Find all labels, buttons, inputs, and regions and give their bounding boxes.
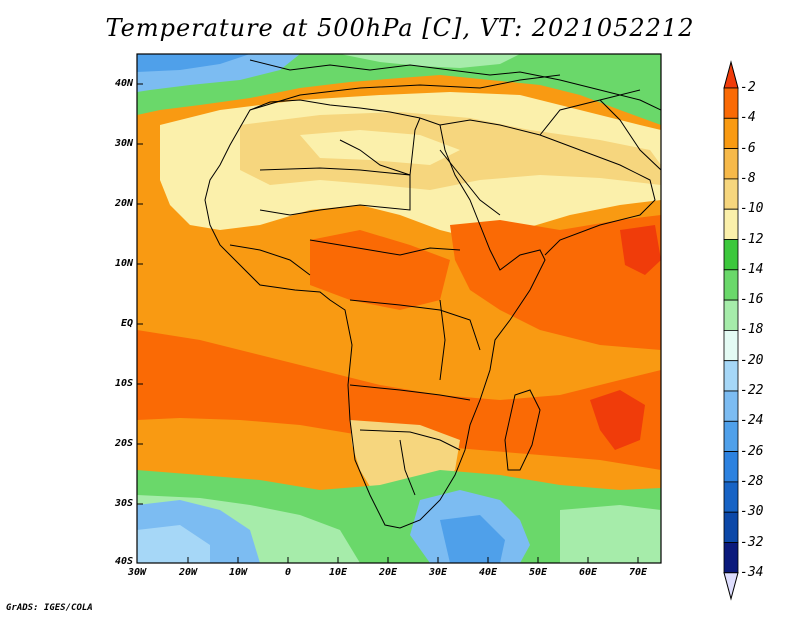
lon-label: 70E [628, 567, 648, 578]
lon-label: 10W [228, 567, 248, 578]
lat-label: 20S [114, 438, 133, 449]
colorbar-label: -4 [740, 110, 756, 126]
colorbar-label: -12 [740, 231, 764, 247]
lon-label: 20W [178, 567, 198, 578]
axis-ticks [137, 83, 639, 563]
colorbar-swatch [723, 178, 739, 210]
colorbar-label: -2 [740, 80, 756, 95]
lat-label: 40N [114, 78, 133, 89]
lon-label: 60E [578, 567, 598, 578]
map-frame [136, 53, 662, 564]
colorbar-swatch [723, 481, 739, 513]
lon-label: 0 [284, 567, 292, 578]
lat-label: 30N [114, 138, 133, 149]
lon-label: 40E [478, 567, 498, 578]
colorbar-label: -16 [740, 292, 764, 308]
colorbar-label: -14 [740, 261, 764, 277]
colorbar-label: -32 [740, 534, 764, 550]
colorbar-swatch [723, 208, 739, 240]
lon-label: 30E [428, 567, 448, 578]
colorbar-bottom-arrow [723, 572, 739, 601]
colorbar-label: -18 [740, 322, 764, 338]
colorbar-label: -10 [740, 201, 764, 217]
lon-label: 20E [378, 567, 398, 578]
lat-label: EQ [120, 318, 133, 329]
colorbar-label: -24 [740, 413, 764, 429]
colorbar-swatch [723, 451, 739, 483]
lat-label: 40S [114, 556, 133, 567]
colorbar-label: -22 [740, 383, 764, 398]
colorbar-swatch [723, 329, 739, 362]
lat-label: 10N [114, 258, 133, 269]
colorbar-label: -8 [740, 170, 756, 186]
colorbar-swatch [723, 390, 739, 422]
lat-label: 10S [114, 378, 133, 389]
colorbar-label: -6 [740, 140, 756, 156]
colorbar-swatch [723, 542, 739, 574]
colorbar-label: -26 [740, 443, 764, 459]
coastlines [204, 59, 661, 529]
colorbar-swatch [723, 148, 739, 180]
colorbar-swatch [723, 269, 739, 301]
colorbar-swatch [723, 360, 739, 392]
colorbar-swatch [723, 239, 739, 271]
colorbar-swatch [723, 117, 739, 150]
colorbar-swatch [723, 299, 739, 331]
colorbar-swatch [723, 511, 739, 543]
lon-label: 50E [528, 567, 548, 578]
lon-label: 30W [127, 567, 147, 578]
colorbar-label: -28 [740, 473, 764, 489]
credit-text: GrADS: IGES/COLA [6, 603, 93, 613]
colorbar-top-arrow [723, 60, 739, 89]
colorbar-swatch [723, 420, 739, 452]
colorbar [723, 60, 739, 601]
lat-label: 20N [114, 198, 133, 209]
lat-label: 30S [114, 498, 133, 509]
colorbar-swatch [723, 87, 739, 119]
colorbar-label: -30 [740, 504, 764, 520]
lon-label: 10E [328, 567, 348, 578]
colorbar-label: -34 [740, 564, 764, 580]
map-title: Temperature at 500hPa [C], VT: 202105221… [105, 14, 695, 42]
colorbar-label: -20 [740, 352, 764, 368]
temperature-field [137, 54, 661, 563]
